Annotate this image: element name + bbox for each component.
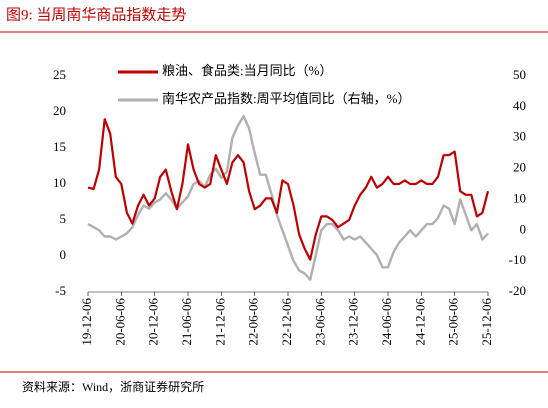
series-line bbox=[87, 118, 490, 261]
y2-tick-label: 50 bbox=[513, 67, 526, 82]
y-tick-label: 0 bbox=[60, 247, 67, 262]
y2-tick-label: -10 bbox=[509, 252, 526, 267]
y2-tick-label: 30 bbox=[513, 129, 526, 144]
x-tick-label: 22-06-06 bbox=[246, 298, 261, 346]
y-tick-label: 25 bbox=[53, 67, 66, 82]
x-tick-label: 24-06-06 bbox=[379, 298, 394, 346]
legend-label: 南华农产品指数:周平均值同比（右轴，%） bbox=[162, 91, 410, 106]
x-tick-label: 25-06-06 bbox=[446, 298, 461, 346]
y2-tick-label: 40 bbox=[513, 98, 526, 113]
x-tick-label: 25-12-06 bbox=[479, 298, 494, 346]
x-tick-label: 23-12-06 bbox=[346, 298, 361, 346]
x-tick-label: 20-06-06 bbox=[112, 298, 127, 346]
x-tick-label: 21-12-06 bbox=[212, 298, 227, 346]
x-tick-label: 23-06-06 bbox=[312, 298, 327, 346]
y-tick-label: -5 bbox=[55, 283, 66, 298]
series-line bbox=[87, 114, 489, 281]
y-tick-label: 15 bbox=[53, 139, 66, 154]
legend-label: 粮油、食品类:当月同比（%） bbox=[162, 63, 332, 78]
source: 资料来源：Wind，浙商证券研究所 bbox=[22, 379, 204, 394]
y2-tick-label: 0 bbox=[520, 221, 527, 236]
x-tick-label: 19-12-06 bbox=[79, 298, 94, 346]
chart-title: 图9: 当周南华商品指数走势 bbox=[6, 6, 186, 23]
y2-tick-label: 20 bbox=[513, 160, 526, 175]
x-tick-label: 22-12-06 bbox=[279, 298, 294, 346]
y-tick-label: 10 bbox=[53, 175, 66, 190]
y-tick-label: 20 bbox=[53, 103, 66, 118]
y2-tick-label: 10 bbox=[513, 190, 526, 205]
y-tick-label: 5 bbox=[60, 211, 67, 226]
y2-tick-label: -20 bbox=[509, 283, 526, 298]
x-tick-label: 20-12-06 bbox=[146, 298, 161, 346]
x-tick-label: 24-12-06 bbox=[412, 298, 427, 346]
x-tick-label: 21-06-06 bbox=[179, 298, 194, 346]
